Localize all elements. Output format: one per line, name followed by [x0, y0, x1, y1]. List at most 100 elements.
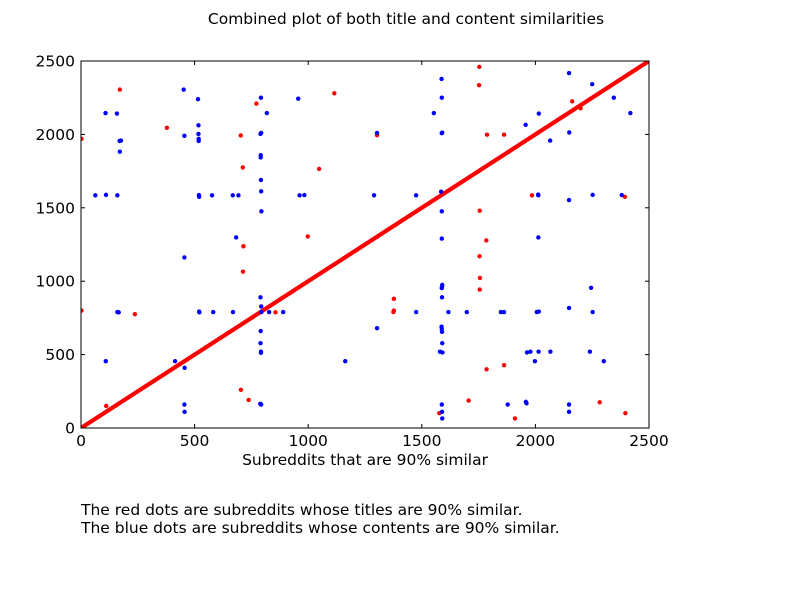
data-point-s1-14: [182, 255, 187, 260]
data-point-s0-34: [512, 416, 518, 421]
x-tick-label-5: 2500: [629, 432, 668, 450]
x-axis-label: Subreddits that are 90% similar: [242, 451, 489, 469]
data-point-s1-114: [601, 359, 606, 364]
data-point-s1-106: [566, 305, 572, 311]
data-point-s0-4: [132, 312, 138, 317]
data-point-s1-35: [258, 130, 264, 136]
data-point-s1-50: [264, 110, 270, 116]
data-point-s1-20: [196, 131, 201, 137]
x-tick-label-3: 1500: [402, 432, 441, 450]
data-point-s1-29: [230, 193, 235, 198]
data-point-s1-19: [196, 123, 201, 128]
data-point-s1-97: [536, 235, 541, 240]
data-point-s0-23: [477, 64, 482, 70]
data-point-s1-45: [258, 340, 263, 346]
data-point-s1-78: [440, 340, 445, 346]
data-point-s1-55: [302, 192, 307, 198]
data-point-s0-38: [597, 400, 602, 405]
data-point-s1-103: [566, 70, 572, 76]
data-point-s1-99: [536, 309, 542, 314]
data-point-s0-20: [391, 309, 396, 315]
data-point-s1-13: [182, 133, 187, 139]
data-point-s0-9: [240, 269, 246, 274]
data-point-s1-65: [439, 76, 444, 82]
y-tick-label-0: 0: [65, 420, 75, 438]
data-point-s1-105: [566, 197, 572, 203]
data-point-s0-26: [477, 254, 482, 259]
y-tick-label-4: 2000: [36, 126, 75, 144]
y-tick-label-3: 1500: [36, 199, 75, 217]
data-point-s0-7: [238, 387, 244, 393]
data-point-s1-81: [439, 409, 445, 415]
data-point-s1-108: [566, 409, 572, 415]
data-point-s0-6: [238, 133, 243, 138]
data-points: [81, 61, 649, 428]
data-point-s1-12: [181, 87, 186, 92]
data-point-s0-33: [501, 362, 507, 368]
data-point-s0-31: [484, 132, 490, 137]
red-dots-caption: The red dots are subreddits whose titles…: [81, 501, 523, 519]
data-point-s0-30: [484, 367, 489, 372]
data-point-s1-17: [182, 409, 187, 415]
data-point-s1-61: [413, 309, 419, 315]
x-tick-label-1: 500: [180, 432, 210, 450]
data-point-s1-59: [374, 325, 380, 331]
data-point-s1-32: [236, 193, 241, 198]
data-point-s0-2: [104, 403, 109, 409]
data-point-s0-15: [316, 166, 322, 172]
diagonal-point-line: [81, 61, 649, 428]
data-point-s0-35: [529, 193, 535, 198]
x-tick-label-2: 1000: [288, 432, 327, 450]
data-point-s1-69: [439, 209, 444, 214]
data-point-s1-51: [266, 309, 272, 315]
data-point-s1-2: [103, 192, 109, 198]
data-point-s1-93: [532, 359, 538, 364]
data-point-s0-11: [246, 397, 251, 403]
data-point-s1-92: [528, 349, 533, 354]
data-point-s1-43: [259, 309, 264, 315]
data-point-s1-87: [505, 402, 510, 407]
data-point-s1-111: [590, 81, 595, 87]
data-point-s1-104: [567, 130, 572, 135]
data-point-s0-13: [273, 310, 278, 315]
data-point-s1-91: [524, 350, 530, 355]
data-point-s1-115: [611, 95, 616, 100]
data-point-s0-22: [466, 398, 471, 403]
data-point-s1-26: [197, 310, 202, 315]
axes: 0 500 1000 1500 2000 2500 0 500 1000 1500 2000 2500: [36, 53, 669, 451]
data-point-s1-52: [281, 309, 286, 315]
data-point-s1-98: [536, 349, 541, 354]
data-point-s1-85: [498, 309, 504, 315]
data-point-s1-102: [548, 349, 553, 354]
blue-dots-caption: The blue dots are subreddits whose conte…: [81, 519, 560, 537]
data-point-s0-27: [477, 275, 483, 281]
data-point-s1-107: [566, 402, 572, 407]
data-point-s0-37: [578, 106, 583, 111]
data-point-s1-49: [258, 402, 264, 407]
data-point-s1-1: [103, 110, 108, 116]
data-point-s1-80: [439, 402, 444, 407]
y-tick-label-5: 2500: [36, 53, 75, 71]
data-point-s1-47: [258, 350, 264, 356]
data-point-s1-56: [343, 359, 348, 364]
data-point-s1-113: [590, 309, 595, 315]
data-point-s1-62: [431, 110, 437, 116]
data-point-s0-10: [241, 244, 246, 249]
x-tick-label-0: 0: [76, 432, 86, 450]
data-point-s1-86: [501, 309, 507, 315]
data-point-s1-39: [258, 189, 264, 194]
data-point-s0-0: [81, 136, 84, 142]
data-point-s1-79: [440, 350, 445, 355]
data-point-s1-116: [619, 192, 624, 198]
data-point-s1-42: [258, 304, 264, 309]
data-point-s1-66: [439, 95, 444, 100]
data-point-s1-83: [446, 309, 451, 315]
data-point-s0-36: [570, 99, 575, 104]
data-point-s1-68: [439, 131, 444, 136]
y-tick-label-1: 500: [45, 346, 75, 364]
data-point-s0-1: [81, 308, 84, 313]
data-point-s1-60: [413, 193, 419, 198]
data-point-s1-88: [523, 122, 528, 128]
data-point-s0-18: [391, 296, 397, 302]
data-point-s1-77: [439, 329, 445, 335]
